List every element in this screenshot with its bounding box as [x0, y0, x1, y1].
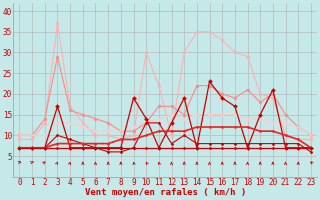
X-axis label: Vent moyen/en rafales ( km/h ): Vent moyen/en rafales ( km/h )	[84, 188, 246, 197]
